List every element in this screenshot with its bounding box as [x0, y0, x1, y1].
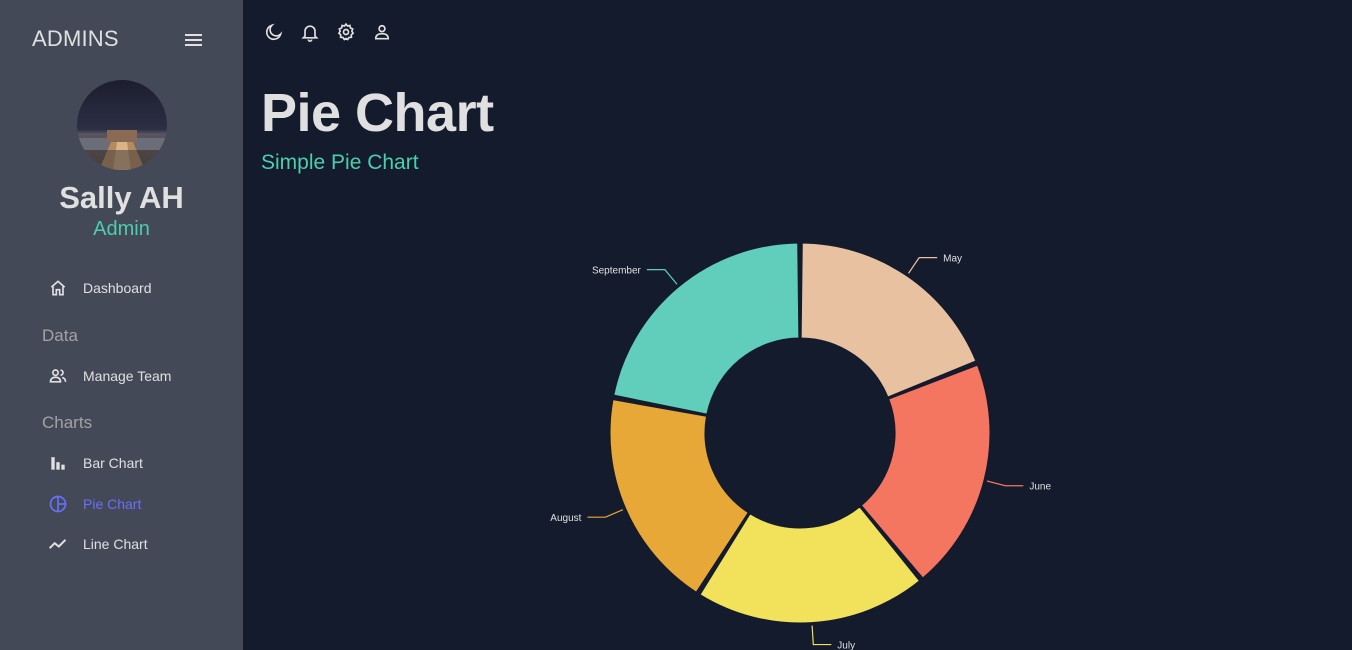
settings-button[interactable] [334, 20, 358, 44]
profile-icon [374, 24, 390, 40]
sidebar-item-label: Line Chart [83, 536, 148, 552]
sidebar-item-label: Manage Team [83, 368, 172, 384]
notifications-button[interactable] [298, 20, 322, 44]
pie-slice-september[interactable] [613, 242, 800, 415]
pie-label: July [837, 641, 855, 650]
pie-leader-line [907, 257, 938, 274]
line-chart-icon [47, 533, 69, 555]
pie-leader-line [986, 480, 1024, 487]
sidebar-item-manage-team[interactable]: Manage Team [47, 364, 171, 388]
avatar-image [77, 80, 167, 170]
notifications-icon [301, 25, 319, 42]
people-icon [47, 365, 69, 387]
sidebar: ADMINS Sally AH Admin [0, 0, 243, 650]
dark-mode-button[interactable] [262, 20, 286, 44]
pie-chart-area: May June July August September [243, 190, 1352, 650]
pie-leader-line [646, 269, 678, 285]
topbar [262, 20, 394, 44]
user-role: Admin [93, 218, 150, 240]
section-title-charts: Charts [42, 413, 93, 432]
pie-leader-line [811, 625, 832, 646]
sidebar-item-pie-chart[interactable]: Pie Chart [47, 492, 141, 516]
pie-leader-line [587, 509, 624, 518]
sidebar-item-label: Pie Chart [83, 496, 142, 512]
pie-chart: May June July August September [550, 242, 1051, 650]
settings-icon [337, 22, 355, 41]
menu-toggle-button[interactable] [181, 28, 207, 52]
sidebar-item-line-chart[interactable]: Line Chart [47, 532, 148, 556]
pie-slice-june[interactable] [860, 364, 991, 579]
avatar [77, 80, 167, 170]
pie-label: August [550, 513, 581, 524]
page-subtitle: Simple Pie Chart [261, 151, 419, 174]
sidebar-item-label: Dashboard [83, 280, 152, 296]
dark-mode-icon [265, 23, 283, 41]
sidebar-item-bar-chart[interactable]: Bar Chart [47, 451, 143, 475]
page-title: Pie Chart [261, 83, 494, 143]
sidebar-item-label: Bar Chart [83, 455, 143, 471]
pie-slice-august[interactable] [609, 399, 749, 593]
menu-icon [185, 34, 202, 46]
home-icon [47, 277, 69, 299]
pie-chart-icon [47, 493, 69, 515]
user-name: Sally AH [59, 180, 184, 215]
pie-slice-may[interactable] [800, 242, 977, 398]
section-title-data: Data [42, 326, 78, 345]
pie-label: May [943, 254, 962, 265]
pie-label: September [592, 266, 642, 277]
sidebar-item-dashboard[interactable]: Dashboard [47, 276, 152, 300]
bar-chart-icon [47, 452, 69, 474]
pie-slice-july[interactable] [699, 506, 920, 624]
brand-title: ADMINS [32, 26, 119, 51]
profile-button[interactable] [370, 20, 394, 44]
pie-label: June [1029, 482, 1051, 493]
